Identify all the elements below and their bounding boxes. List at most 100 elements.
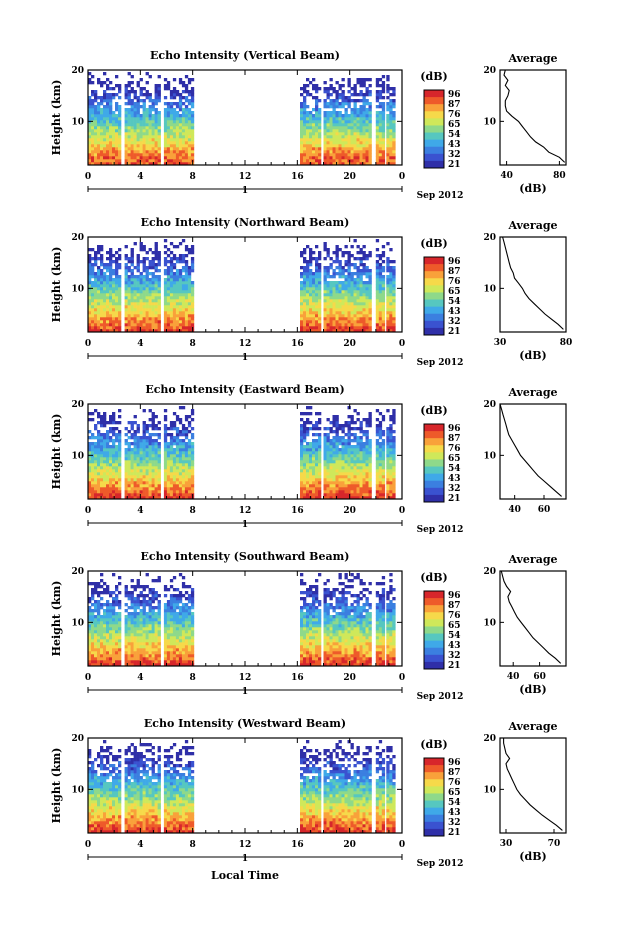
heatmap-cell — [103, 451, 107, 455]
heatmap-cell — [94, 475, 98, 479]
heatmap-cell — [365, 123, 369, 127]
heatmap-cell — [362, 466, 366, 470]
heatmap-cell — [157, 278, 161, 282]
heatmap-cell — [312, 463, 316, 467]
heatmap-cell — [347, 469, 351, 473]
heatmap-cell — [154, 111, 158, 115]
heatmap-cell — [315, 308, 319, 312]
heatmap-cell — [157, 484, 161, 488]
heatmap-cell — [142, 314, 146, 318]
heatmap-cell — [318, 463, 322, 467]
heatmap-cell — [362, 284, 366, 288]
heatmap-cell — [106, 141, 110, 145]
heatmap-cell — [106, 314, 110, 318]
heatmap-cell — [178, 421, 183, 425]
heatmap-cell — [169, 490, 174, 494]
heatmap-cell — [184, 469, 189, 473]
heatmap-cell — [312, 424, 316, 428]
heatmap-cell — [359, 117, 363, 121]
heatmap-cell — [389, 105, 393, 109]
heatmap-cell — [133, 463, 137, 467]
heatmap-cell — [172, 412, 177, 416]
heatmap-cell — [163, 409, 168, 413]
heatmap-cell — [181, 487, 186, 491]
heatmap-cell — [375, 490, 380, 494]
heatmap-cell — [318, 317, 322, 321]
heatmap-cell — [356, 284, 360, 288]
heatmap-cell — [309, 290, 313, 294]
heatmap-cell — [329, 490, 333, 494]
heatmap-cell — [136, 451, 140, 455]
x-tick-label: 0 — [85, 339, 91, 349]
heatmap-cell — [154, 278, 158, 282]
heatmap-cell — [118, 487, 122, 491]
heatmap-cell — [344, 442, 348, 446]
heatmap-cell — [306, 123, 310, 127]
heatmap-cell — [332, 329, 336, 333]
heatmap-cell — [184, 84, 189, 88]
heatmap-cell — [389, 141, 393, 145]
heatmap-cell — [151, 102, 155, 106]
heatmap-cell — [386, 263, 390, 267]
heatmap-cell — [300, 463, 304, 467]
heatmap-cell — [127, 436, 131, 440]
heatmap-cell — [178, 162, 183, 166]
heatmap-cell — [332, 475, 336, 479]
heatmap-cell — [172, 102, 177, 106]
heatmap-cell — [136, 308, 140, 312]
heatmap-cell — [148, 132, 152, 136]
heatmap-cell — [190, 117, 195, 121]
heatmap-cell — [368, 144, 372, 148]
heatmap-cell — [362, 81, 366, 85]
heatmap-cell — [166, 448, 171, 452]
heatmap-cell — [344, 99, 348, 103]
heatmap-cell — [347, 156, 351, 160]
heatmap-cell — [142, 311, 146, 315]
heatmap-cell — [338, 436, 342, 440]
heatmap-cell — [175, 284, 180, 288]
heatmap-cell — [300, 442, 304, 446]
heatmap-cell — [145, 293, 149, 297]
heatmap-cell — [148, 126, 152, 130]
heatmap-cell — [115, 308, 119, 312]
heatmap-cell — [142, 475, 146, 479]
heatmap-cell — [365, 159, 369, 163]
heatmap-cell — [187, 138, 192, 142]
heatmap-cell — [303, 496, 307, 500]
heatmap-cell — [97, 469, 101, 473]
heatmap-cell — [100, 150, 104, 154]
heatmap-cell — [163, 493, 168, 497]
heatmap-cell — [312, 472, 316, 476]
heatmap-cell — [166, 308, 171, 312]
heatmap-cell — [163, 272, 168, 276]
heatmap-cell — [184, 144, 189, 148]
heatmap-cell — [109, 457, 113, 461]
heatmap-cell — [154, 153, 158, 157]
heatmap-cell — [315, 490, 319, 494]
colorbar-tick-label: 65 — [448, 287, 461, 297]
heatmap-cell — [309, 487, 313, 491]
heatmap-cell — [335, 120, 339, 124]
heatmap-cell — [389, 326, 393, 330]
heatmap-cell — [112, 126, 116, 130]
heatmap-cell — [88, 117, 92, 121]
heatmap-cell — [181, 302, 186, 306]
heatmap-cell — [187, 251, 192, 255]
heatmap-cell — [190, 269, 195, 273]
heatmap-cell — [103, 293, 107, 297]
heatmap-cell — [335, 254, 339, 258]
heatmap-cell — [103, 144, 107, 148]
heatmap-cell — [347, 472, 351, 476]
heatmap-cell — [91, 648, 95, 652]
heatmap-cell — [362, 484, 366, 488]
heatmap-cell — [181, 278, 186, 282]
heatmap-cell — [154, 123, 158, 127]
heatmap-cell — [127, 487, 131, 491]
heatmap-cell — [103, 311, 107, 315]
heatmap-cell — [124, 129, 128, 133]
heatmap-cell — [365, 132, 369, 136]
heatmap-cell — [103, 105, 107, 109]
heatmap-cell — [145, 120, 149, 124]
heatmap-cell — [306, 299, 310, 303]
heatmap-cell — [97, 412, 101, 416]
